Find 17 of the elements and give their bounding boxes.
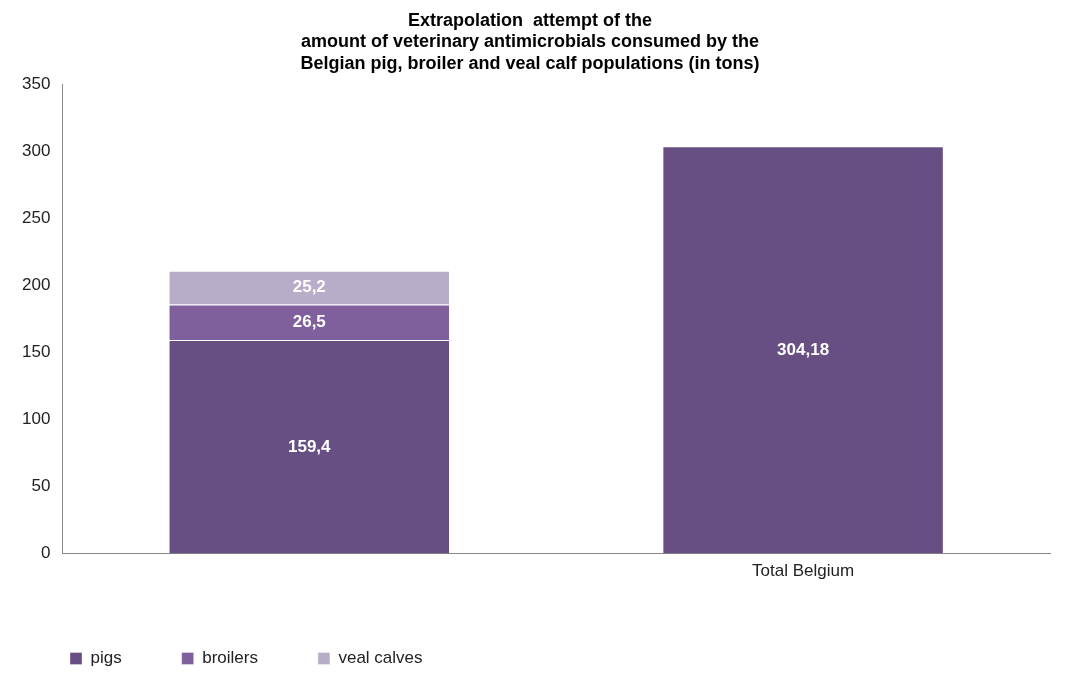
chart-title: Extrapolation attempt of the amount of veterinary antimicrobials consumed by the Belgian pig, broiler and veal calf populations (in tons) xyxy=(300,9,760,73)
y-tick-label: 50 xyxy=(31,476,51,496)
x-tick-label: Total Belgium xyxy=(752,561,855,581)
y-tick-label: 100 xyxy=(21,409,51,429)
y-tick-label: 200 xyxy=(21,275,51,295)
y-tick-label: 150 xyxy=(21,342,51,362)
data-label: 159,4 xyxy=(288,436,332,456)
legend-label: pigs xyxy=(90,648,122,668)
legend-label: veal calves xyxy=(338,648,423,668)
data-label: 304,18 xyxy=(777,339,830,359)
data-label: 25,2 xyxy=(292,277,326,297)
legend-label: broilers xyxy=(202,648,258,668)
y-tick-label: 350 xyxy=(21,74,51,94)
y-tick-label: 250 xyxy=(21,208,51,228)
data-label: 26,5 xyxy=(292,312,326,332)
y-tick-label: 0 xyxy=(40,543,51,563)
y-tick-label: 300 xyxy=(21,141,51,161)
